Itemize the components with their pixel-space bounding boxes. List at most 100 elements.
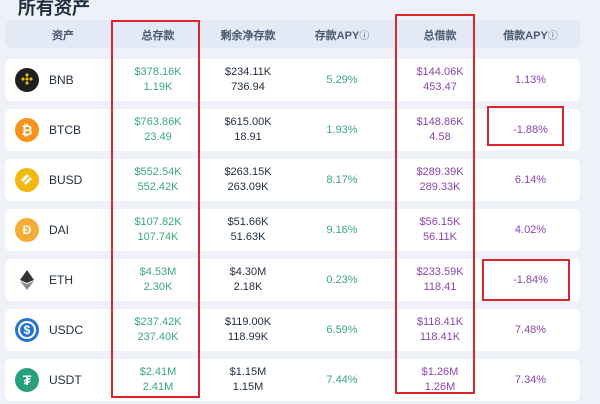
asset-symbol: BTCB bbox=[49, 123, 82, 137]
supply-apy: 6.59% bbox=[326, 324, 358, 336]
remaining-supply-amount: 51.63K bbox=[230, 231, 266, 243]
asset-symbol: USDC bbox=[49, 323, 84, 337]
header-supply-apy-label: 存款APY bbox=[314, 30, 360, 42]
header-supply-apy[interactable]: 存款APYⓘ bbox=[297, 27, 387, 43]
bnb-icon bbox=[15, 68, 39, 92]
total-supply: $4.53M 2.30K bbox=[113, 265, 203, 295]
total-borrow-usd: $148.86K bbox=[416, 116, 464, 128]
asset-symbol: USDT bbox=[49, 373, 82, 387]
highlight-box-eth-borrow-apy bbox=[482, 259, 570, 301]
total-supply-usd: $237.42K bbox=[134, 316, 182, 328]
total-supply: $2.41M 2.41M bbox=[113, 365, 203, 395]
borrow-apy: -1.88% bbox=[513, 124, 548, 136]
borrow-apy: 4.02% bbox=[514, 224, 547, 236]
total-supply-usd: $378.16K bbox=[134, 66, 182, 78]
dai-icon: Ð bbox=[15, 218, 39, 242]
remaining-supply-usd: $51.66K bbox=[227, 216, 269, 228]
total-supply-amount: 1.19K bbox=[143, 81, 173, 93]
remaining-supply-usd: $263.15K bbox=[224, 166, 272, 178]
table-row[interactable]: Ð DAI $107.82K 107.74K $51.66K 51.63K 9.16% $56… bbox=[5, 209, 580, 251]
total-borrow-amount: 289.33K bbox=[419, 181, 461, 193]
total-supply-amount: 2.41M bbox=[142, 381, 174, 393]
table-row[interactable]: ETH $4.53M 2.30K $4.30M 2.18K 0.23% $233.59K 11… bbox=[5, 259, 580, 301]
table-row[interactable]: BNB $378.16K 1.19K $234.11K 736.94 5.29% $144.… bbox=[5, 59, 580, 101]
total-borrow-usd: $56.15K bbox=[419, 216, 461, 228]
usdt-icon: ₮ bbox=[15, 368, 39, 392]
remaining-supply-amount: 18.91 bbox=[234, 131, 262, 143]
total-supply-amount: 23.49 bbox=[144, 131, 172, 143]
supply-apy: 0.23% bbox=[326, 274, 358, 286]
total-borrow: $148.86K 4.58 bbox=[395, 115, 485, 145]
remaining-supply-amount: 736.94 bbox=[231, 81, 265, 93]
total-borrow-amount: 56.11K bbox=[422, 231, 458, 243]
total-supply: $378.16K 1.19K bbox=[113, 65, 203, 95]
total-borrow-usd: $233.59K bbox=[416, 266, 464, 278]
header-total-supply[interactable]: 总存款 bbox=[141, 30, 175, 42]
total-supply-amount: 2.30K bbox=[143, 281, 173, 293]
total-borrow: $1.26M 1.26M bbox=[395, 365, 485, 395]
total-borrow-amount: 4.58 bbox=[429, 131, 451, 143]
total-borrow: $144.06K 453.47 bbox=[395, 65, 485, 95]
remaining-supply-usd: $615.00K bbox=[224, 116, 272, 128]
total-supply-usd: $763.86K bbox=[134, 116, 182, 128]
total-borrow: $118.41K 118.41K bbox=[395, 315, 485, 345]
borrow-apy: -1.84% bbox=[513, 274, 548, 286]
table-row[interactable]: ₮ USDT $2.41M 2.41M $1.15M 1.15M 7.44% $1.26M 1.… bbox=[5, 359, 580, 401]
total-supply-amount: 107.74K bbox=[137, 231, 179, 243]
remaining-supply: $234.11K 736.94 bbox=[203, 65, 293, 95]
total-borrow: $233.59K 118.41 bbox=[395, 265, 485, 295]
supply-apy: 8.17% bbox=[326, 174, 358, 186]
asset-symbol: ETH bbox=[49, 273, 73, 287]
remaining-supply: $51.66K 51.63K bbox=[203, 215, 293, 245]
busd-icon bbox=[15, 168, 39, 192]
total-borrow-amount: 453.47 bbox=[423, 81, 457, 93]
table-row[interactable]: ₿ BTCB $763.86K 23.49 $615.00K 18.91 1.93% $148… bbox=[5, 109, 580, 151]
header-total-borrow[interactable]: 总借款 bbox=[423, 30, 457, 42]
header-borrow-apy[interactable]: 借款APYⓘ bbox=[483, 27, 578, 43]
supply-apy: 1.93% bbox=[326, 124, 358, 136]
table-row[interactable]: BUSD $552.54K 552.42K $263.15K 263.09K 8.17% $… bbox=[5, 159, 580, 201]
btcb-icon: ₿ bbox=[15, 118, 39, 142]
total-borrow-usd: $289.39K bbox=[416, 166, 464, 178]
borrow-apy: 6.14% bbox=[514, 174, 547, 186]
total-borrow-amount: 1.26M bbox=[424, 381, 456, 393]
highlight-box-total-borrow bbox=[395, 14, 475, 394]
header-asset: 资产 bbox=[52, 30, 74, 42]
table-header: 资产 总存款 剩余净存款 存款APYⓘ 总借款 借款APYⓘ bbox=[5, 20, 580, 48]
highlight-box-btcb-borrow-apy bbox=[487, 106, 564, 146]
asset-symbol: DAI bbox=[49, 223, 70, 237]
remaining-supply-amount: 2.18K bbox=[233, 281, 263, 293]
borrow-apy: 7.34% bbox=[514, 374, 547, 386]
total-supply-amount: 237.40K bbox=[137, 331, 179, 343]
remaining-supply-amount: 118.99K bbox=[227, 331, 269, 343]
supply-apy: 9.16% bbox=[326, 224, 358, 236]
supply-apy: 7.44% bbox=[326, 374, 358, 386]
remaining-supply-usd: $1.15M bbox=[229, 366, 267, 378]
total-supply-usd: $2.41M bbox=[139, 366, 177, 378]
remaining-supply-amount: 263.09K bbox=[227, 181, 269, 193]
eth-icon bbox=[15, 268, 39, 292]
remaining-supply-amount: 1.15M bbox=[232, 381, 264, 393]
borrow-apy: 7.48% bbox=[514, 324, 547, 336]
total-borrow-usd: $144.06K bbox=[416, 66, 464, 78]
remaining-supply: $615.00K 18.91 bbox=[203, 115, 293, 145]
table-row[interactable]: $ USDC $237.42K 237.40K $119.00K 118.99K 6.59%… bbox=[5, 309, 580, 351]
total-borrow-amount: 118.41K bbox=[419, 331, 461, 343]
page-title: 所有资产 bbox=[18, 0, 90, 18]
highlight-box-total-supply bbox=[111, 20, 200, 398]
borrow-apy: 1.13% bbox=[514, 74, 547, 86]
total-borrow-usd: $1.26M bbox=[421, 366, 459, 378]
total-supply-usd: $4.53M bbox=[139, 266, 177, 278]
remaining-supply: $119.00K 118.99K bbox=[203, 315, 293, 345]
usdc-icon: $ bbox=[15, 318, 39, 342]
info-icon[interactable]: ⓘ bbox=[359, 31, 370, 42]
asset-symbol: BNB bbox=[49, 73, 74, 87]
total-supply: $552.54K 552.42K bbox=[113, 165, 203, 195]
total-borrow-amount: 118.41 bbox=[423, 281, 457, 293]
remaining-supply: $4.30M 2.18K bbox=[203, 265, 293, 295]
remaining-supply-usd: $119.00K bbox=[224, 316, 272, 328]
supply-apy: 5.29% bbox=[326, 74, 358, 86]
info-icon[interactable]: ⓘ bbox=[547, 31, 558, 42]
header-remaining-supply[interactable]: 剩余净存款 bbox=[220, 30, 276, 42]
total-supply-usd: $107.82K bbox=[134, 216, 182, 228]
